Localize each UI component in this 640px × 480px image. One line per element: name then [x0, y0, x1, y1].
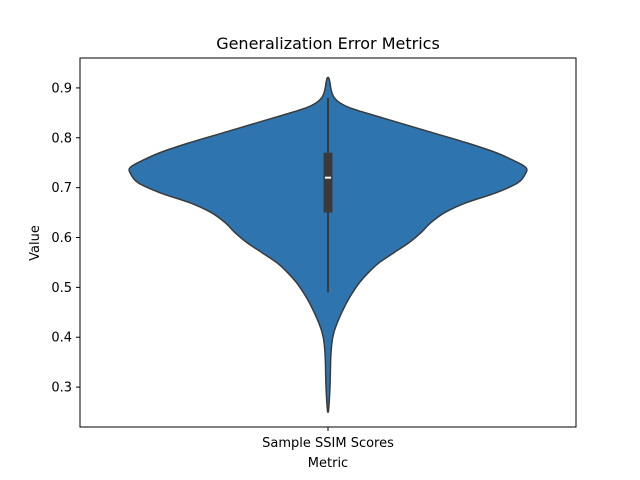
- x-tick-label: Sample SSIM Scores: [262, 436, 394, 451]
- y-tick-label: 0.3: [51, 381, 72, 396]
- y-tick-label: 0.8: [51, 131, 72, 146]
- x-axis-label: Metric: [308, 456, 348, 471]
- y-tick-label: 0.7: [51, 181, 72, 196]
- violin-iqr-box: [323, 152, 333, 213]
- x-axis: Sample SSIM Scores: [262, 427, 394, 451]
- chart-title: Generalization Error Metrics: [216, 34, 440, 53]
- y-axis: 0.3 0.4 0.5 0.6 0.7 0.8 0.9: [51, 81, 80, 396]
- y-tick-label: 0.4: [51, 331, 72, 346]
- plot-area: [128, 76, 528, 413]
- y-tick-label: 0.6: [51, 231, 72, 246]
- y-axis-label: Value: [28, 225, 43, 261]
- y-tick-label: 0.9: [51, 81, 72, 96]
- y-tick-label: 0.5: [51, 281, 72, 296]
